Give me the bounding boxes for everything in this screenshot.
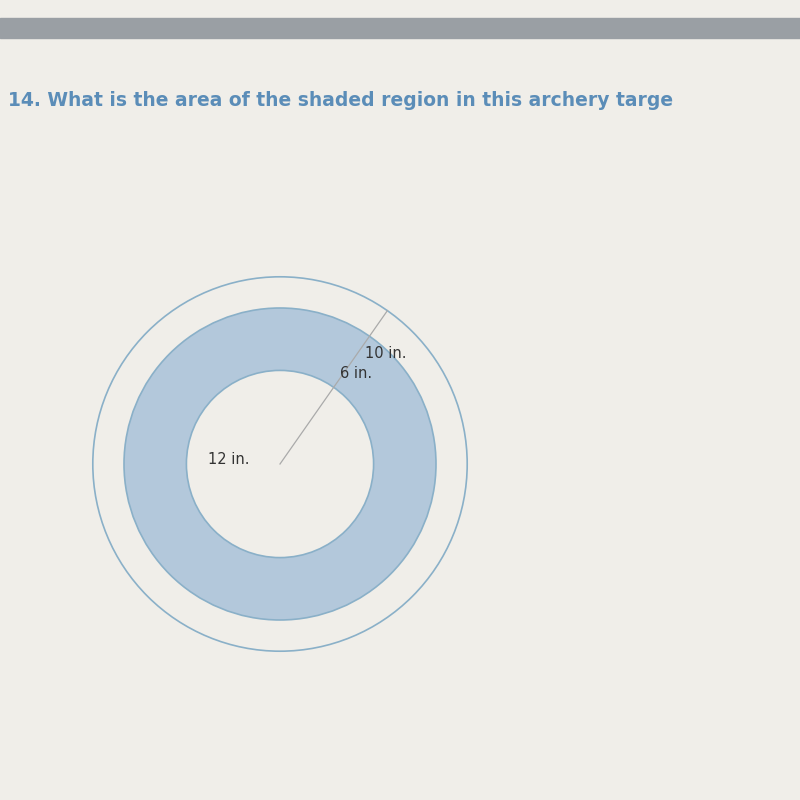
Text: 10 in.: 10 in. (366, 346, 407, 361)
Bar (0, 18, 800, 38)
Circle shape (93, 277, 467, 651)
Circle shape (186, 370, 374, 558)
Text: 14. What is the area of the shaded region in this archery targe: 14. What is the area of the shaded regio… (8, 90, 673, 110)
Text: 6 in.: 6 in. (340, 366, 372, 381)
Text: 12 in.: 12 in. (208, 453, 250, 467)
Circle shape (124, 308, 436, 620)
